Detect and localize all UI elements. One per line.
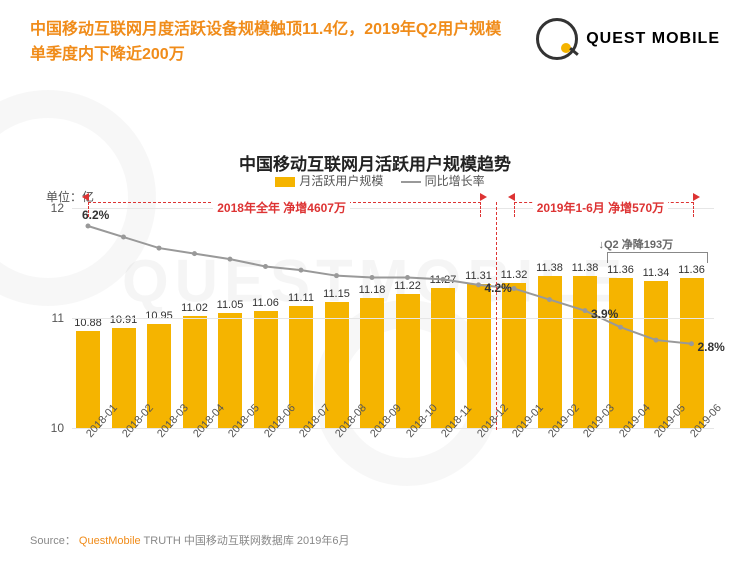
- q2-bracket: [607, 252, 708, 263]
- source-prefix: Source：: [30, 535, 76, 547]
- legend-bar-label: 月活跃用户规模: [299, 174, 383, 188]
- brand-text: QUEST MOBILE: [586, 30, 720, 48]
- x-axis: 2018-012018-022018-032018-042018-052018-…: [72, 428, 714, 468]
- source-brand: QuestMobile: [79, 535, 141, 547]
- plot-area: 10.8810.9110.9511.0211.0511.0611.1111.15…: [72, 208, 714, 428]
- source: Source： QuestMobile TRUTH 中国移动互联网数据库 201…: [30, 532, 350, 548]
- legend: 月活跃用户规模 同比增长率: [0, 172, 750, 189]
- growth-callout: 4.2%: [485, 281, 512, 295]
- y-axis: 101112: [46, 208, 68, 428]
- y-tick: 12: [51, 201, 64, 215]
- y-tick: 10: [51, 421, 64, 435]
- y-tick: 11: [52, 311, 64, 325]
- growth-callout: 2.8%: [698, 340, 725, 354]
- vertical-separator: [496, 202, 497, 430]
- legend-line-label: 同比增长率: [425, 174, 485, 188]
- page: { "header": { "headline": "中国移动互联网月度活跃设备…: [0, 0, 750, 562]
- headline: 中国移动互联网月度活跃设备规模触顶11.4亿，2019年Q2用户规模单季度内下降…: [30, 18, 510, 68]
- header: 中国移动互联网月度活跃设备规模触顶11.4亿，2019年Q2用户规模单季度内下降…: [30, 18, 720, 68]
- q2-bracket-label: ↓Q2 净降193万: [599, 236, 674, 252]
- range-label: 2019年1-6月 净增570万: [533, 199, 668, 216]
- range-label: 2018年全年 净增4607万: [213, 199, 350, 216]
- legend-bar-swatch: [275, 177, 295, 187]
- brand-icon: [536, 18, 578, 60]
- brand: QUEST MOBILE: [536, 18, 720, 60]
- legend-line-swatch: [401, 181, 421, 183]
- source-rest: TRUTH 中国移动互联网数据库 2019年6月: [144, 535, 350, 547]
- growth-callout: 3.9%: [591, 307, 618, 321]
- plot: 101112 10.8810.9110.9511.0211.0511.0611.…: [46, 208, 714, 468]
